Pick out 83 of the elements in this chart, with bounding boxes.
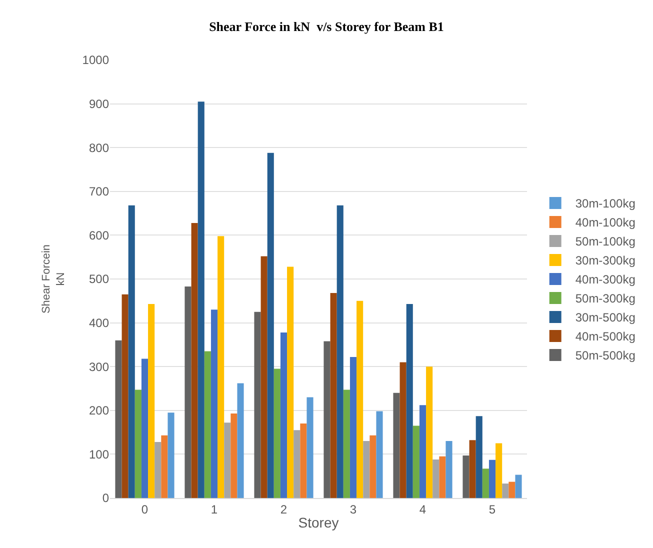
bar	[419, 405, 426, 498]
bar	[300, 424, 307, 498]
legend-label: 30m-300kg	[575, 254, 636, 268]
y-tick-label: 200	[88, 404, 110, 418]
bar	[376, 411, 383, 498]
y-tick-label: 500	[88, 272, 110, 286]
bar	[488, 460, 496, 498]
bar	[446, 441, 452, 498]
bar	[439, 456, 446, 498]
bar	[115, 340, 122, 498]
bar	[168, 412, 174, 498]
bar	[122, 294, 128, 498]
bar	[330, 293, 337, 498]
bar	[237, 383, 244, 498]
bar	[260, 256, 268, 498]
y-tick-label: 100	[88, 447, 110, 462]
bar	[412, 426, 420, 498]
legend-label: 40m-500kg	[575, 330, 636, 344]
bar	[343, 390, 350, 498]
bar	[370, 435, 376, 498]
bar	[184, 286, 192, 498]
bar	[508, 482, 516, 498]
bar	[191, 222, 198, 498]
y-tick-label: 800	[88, 140, 110, 155]
bar	[462, 456, 470, 498]
bar	[134, 390, 142, 498]
bar	[426, 366, 433, 498]
bar	[476, 416, 482, 498]
bar	[161, 435, 168, 498]
legend-label: 30m-100kg	[575, 196, 636, 211]
bar	[306, 397, 314, 498]
x-tick-label: 2	[280, 502, 288, 516]
y-tick-label: 1000	[82, 53, 110, 68]
bar	[294, 430, 300, 498]
bar	[148, 304, 155, 498]
bar	[230, 413, 238, 498]
bar	[280, 332, 288, 498]
bar	[400, 362, 406, 498]
x-tick-label: 1	[210, 502, 218, 516]
bar	[324, 341, 330, 498]
x-axis-title: Storey	[298, 514, 339, 531]
y-tick-label: 700	[88, 184, 110, 199]
legend-label: 50m-300kg	[575, 292, 636, 306]
bar	[154, 442, 162, 498]
bar	[224, 422, 231, 498]
legend-label: 50m-500kg	[575, 348, 636, 363]
bar	[482, 468, 489, 498]
legend-label: 40m-300kg	[575, 272, 636, 287]
bar	[254, 312, 261, 498]
bar	[336, 205, 344, 498]
x-tick-label: 4	[419, 502, 426, 516]
bar	[267, 152, 274, 498]
bar	[515, 474, 522, 498]
bar	[198, 102, 204, 498]
x-tick-label: 3	[350, 502, 357, 516]
bar	[502, 484, 509, 498]
bar	[218, 236, 224, 498]
y-tick-label: 900	[88, 97, 110, 111]
legend-label: 50m-100kg	[575, 234, 636, 249]
legend-label: 30m-500kg	[575, 310, 636, 325]
bar	[356, 300, 364, 498]
bar	[274, 368, 280, 498]
bar	[128, 205, 135, 498]
bar	[469, 440, 476, 498]
y-axis-title: Shear Forcein kN	[40, 244, 67, 314]
bar	[350, 356, 357, 498]
y-tick-label: 0	[102, 491, 110, 506]
y-tick-label: 400	[88, 316, 110, 330]
bar	[204, 351, 211, 498]
bar	[432, 459, 440, 498]
x-tick-label: 5	[488, 502, 496, 516]
legend-label: 40m-100kg	[575, 216, 636, 230]
bar	[406, 304, 413, 498]
y-tick-label: 300	[88, 360, 110, 374]
chart-title: Shear Force in kN v/s Storey for Beam B1	[209, 19, 444, 34]
bar	[393, 392, 400, 498]
y-tick-label: 600	[88, 228, 110, 242]
bar	[496, 443, 502, 498]
bar	[287, 266, 294, 498]
bar	[363, 441, 370, 498]
x-tick-label: 0	[141, 502, 148, 516]
bar	[141, 358, 148, 498]
bar	[210, 310, 218, 498]
